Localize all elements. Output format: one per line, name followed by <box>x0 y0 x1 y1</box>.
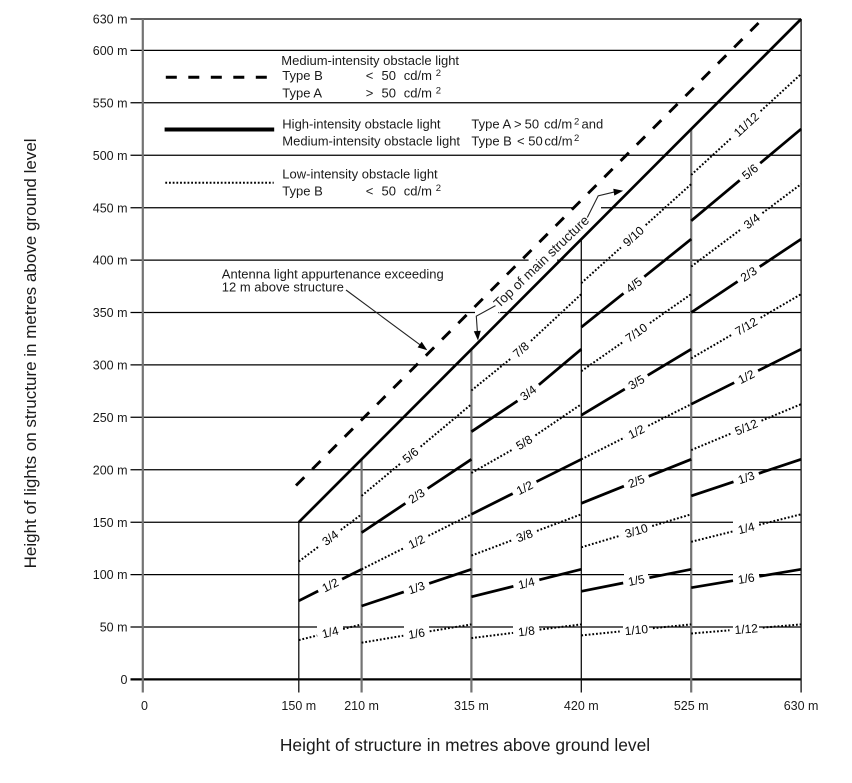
svg-text:3/10: 3/10 <box>623 521 650 541</box>
svg-text:1/4: 1/4 <box>517 574 537 592</box>
svg-text:300 m: 300 m <box>93 359 128 373</box>
svg-text:2: 2 <box>436 68 441 79</box>
svg-text:630 m: 630 m <box>784 699 819 713</box>
svg-text:1/5: 1/5 <box>627 572 646 589</box>
svg-text:50: 50 <box>525 117 539 132</box>
svg-text:<: < <box>517 133 525 148</box>
svg-text:>: > <box>366 86 374 101</box>
svg-text:1/2: 1/2 <box>736 367 757 387</box>
svg-text:420 m: 420 m <box>564 699 599 713</box>
svg-text:High-intensity obstacle light: High-intensity obstacle light <box>282 117 441 132</box>
svg-text:and: and <box>582 117 604 132</box>
svg-text:1/12: 1/12 <box>734 621 759 637</box>
svg-text:550 m: 550 m <box>93 96 128 110</box>
svg-text:50 m: 50 m <box>100 621 128 635</box>
svg-text:50: 50 <box>382 183 396 198</box>
svg-text:Type A: Type A <box>282 86 322 101</box>
svg-text:50: 50 <box>382 86 396 101</box>
svg-text:2: 2 <box>436 85 441 96</box>
svg-text:200 m: 200 m <box>93 463 128 477</box>
svg-text:Antenna light appurtenance exc: Antenna light appurtenance exceeding <box>222 266 444 281</box>
svg-text:450 m: 450 m <box>93 201 128 215</box>
svg-text:1/2: 1/2 <box>626 422 647 442</box>
svg-text:1/2: 1/2 <box>320 575 341 595</box>
svg-text:cd/m: cd/m <box>404 68 432 83</box>
svg-text:500 m: 500 m <box>93 149 128 163</box>
svg-text:Type B: Type B <box>282 183 322 198</box>
svg-text:cd/m: cd/m <box>544 133 572 148</box>
svg-text:315 m: 315 m <box>454 699 489 713</box>
svg-text:250 m: 250 m <box>93 411 128 425</box>
svg-text:0: 0 <box>121 673 128 687</box>
svg-text:2: 2 <box>574 133 579 144</box>
svg-text:12 m above structure: 12 m above structure <box>222 280 344 295</box>
svg-text:1/4: 1/4 <box>320 623 340 641</box>
svg-text:cd/m: cd/m <box>544 117 572 132</box>
svg-text:Low-intensity obstacle light: Low-intensity obstacle light <box>282 166 438 181</box>
svg-text:cd/m: cd/m <box>404 86 432 101</box>
svg-text:2: 2 <box>436 183 441 194</box>
svg-text:150 m: 150 m <box>93 516 128 530</box>
svg-text:Type A: Type A <box>471 117 511 132</box>
svg-text:Height of structure in metres: Height of structure in metres above grou… <box>280 735 650 755</box>
svg-text:2: 2 <box>574 117 579 128</box>
svg-text:Type B: Type B <box>471 133 511 148</box>
svg-text:Type B: Type B <box>282 68 322 83</box>
svg-text:1/6: 1/6 <box>737 570 756 587</box>
svg-text:1/2: 1/2 <box>514 478 535 498</box>
svg-text:1/3: 1/3 <box>406 579 427 598</box>
svg-text:150 m: 150 m <box>281 699 316 713</box>
svg-text:3/8: 3/8 <box>514 526 535 545</box>
svg-text:1/8: 1/8 <box>517 623 536 639</box>
svg-text:>: > <box>514 117 522 132</box>
svg-text:2/5: 2/5 <box>626 472 647 491</box>
svg-text:1/2: 1/2 <box>406 532 427 552</box>
svg-text:Medium-intensity obstacle ligh: Medium-intensity obstacle light <box>281 53 459 68</box>
svg-text:350 m: 350 m <box>93 306 128 320</box>
svg-text:600 m: 600 m <box>93 44 128 58</box>
svg-text:1/4: 1/4 <box>736 519 756 537</box>
svg-text:<: < <box>366 68 374 83</box>
svg-text:630 m: 630 m <box>93 13 128 27</box>
svg-text:100 m: 100 m <box>93 568 128 582</box>
svg-text:50: 50 <box>382 68 396 83</box>
svg-text:cd/m: cd/m <box>404 183 432 198</box>
svg-text:210 m: 210 m <box>344 699 379 713</box>
svg-text:0: 0 <box>141 699 148 713</box>
svg-text:50: 50 <box>528 133 542 148</box>
svg-text:1/10: 1/10 <box>624 622 649 638</box>
svg-text:<: < <box>366 183 374 198</box>
svg-text:Height of lights on structure: Height of lights on structure in metres … <box>21 138 40 568</box>
svg-text:1/3: 1/3 <box>736 468 757 487</box>
svg-text:1/6: 1/6 <box>407 625 426 642</box>
svg-text:Medium-intensity obstacle ligh: Medium-intensity obstacle light <box>282 133 460 148</box>
svg-text:400 m: 400 m <box>93 254 128 268</box>
svg-text:525 m: 525 m <box>674 699 709 713</box>
